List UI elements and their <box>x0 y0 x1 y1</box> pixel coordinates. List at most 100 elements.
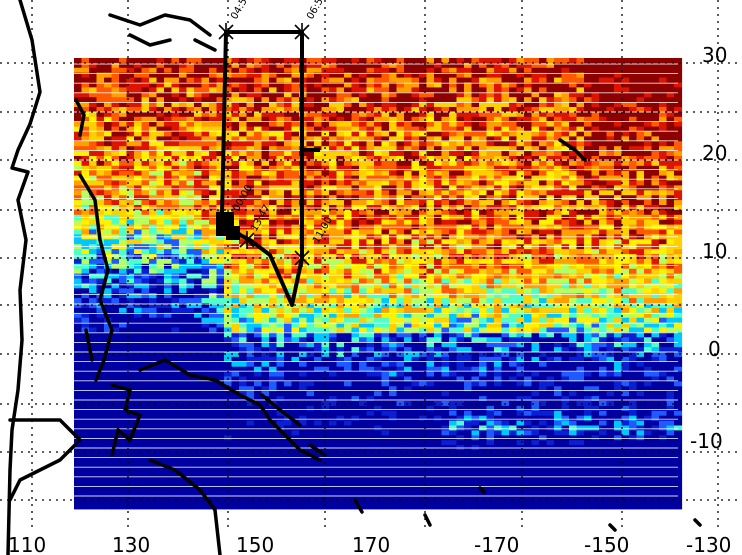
data-cell <box>599 165 608 172</box>
data-cell <box>524 229 533 235</box>
data-cell <box>254 136 263 142</box>
data-cell <box>486 307 495 314</box>
data-cell <box>126 288 135 294</box>
data-cell <box>606 244 615 250</box>
data-cell <box>164 126 173 133</box>
data-cell <box>554 151 563 157</box>
data-cell <box>381 126 390 133</box>
data-cell <box>584 288 593 294</box>
data-cell <box>396 303 405 309</box>
data-cell <box>471 97 480 103</box>
data-cell <box>434 107 443 113</box>
data-cell <box>516 347 525 353</box>
data-cell <box>629 209 638 216</box>
data-cell <box>306 58 315 64</box>
data-cell <box>464 175 473 182</box>
data-cell <box>104 126 113 133</box>
data-cell <box>141 283 150 289</box>
data-cell <box>134 312 143 319</box>
data-cell <box>239 160 248 167</box>
data-cell <box>614 293 623 299</box>
data-cell <box>306 82 315 88</box>
data-cell <box>329 170 338 177</box>
data-cell <box>246 58 255 64</box>
data-cell <box>621 146 630 152</box>
data-cell <box>516 278 525 284</box>
data-cell <box>396 229 405 235</box>
data-cell <box>119 97 128 103</box>
data-cell <box>329 160 338 167</box>
data-cell <box>516 298 525 304</box>
data-cell <box>186 58 195 64</box>
data-cell <box>464 151 473 157</box>
data-cell <box>261 356 270 363</box>
data-cell <box>666 244 675 250</box>
data-cell <box>306 258 315 265</box>
data-cell <box>224 141 233 147</box>
data-cell <box>584 209 593 216</box>
data-cell <box>404 72 413 79</box>
data-cell <box>629 249 638 255</box>
data-cell <box>111 356 120 363</box>
data-cell <box>194 244 203 250</box>
data-cell <box>426 293 435 299</box>
data-cell <box>209 102 218 108</box>
data-cell <box>389 268 398 275</box>
data-cell <box>239 219 248 226</box>
data-cell <box>186 312 195 319</box>
data-cell <box>74 283 83 289</box>
data-cell <box>344 180 353 186</box>
data-cell <box>666 116 675 123</box>
data-cell <box>74 244 83 250</box>
data-cell <box>516 180 525 186</box>
data-cell <box>261 82 270 88</box>
data-cell <box>291 327 300 333</box>
data-cell <box>284 146 293 152</box>
data-cell <box>239 283 248 289</box>
data-cell <box>456 151 465 157</box>
data-cell <box>381 72 390 79</box>
data-cell <box>471 58 480 64</box>
data-cell <box>584 322 593 329</box>
data-cell <box>479 151 488 157</box>
data-cell <box>524 278 533 284</box>
data-cell <box>344 146 353 152</box>
data-cell <box>141 87 150 93</box>
data-cell <box>531 92 540 98</box>
data-cell <box>561 312 570 319</box>
data-cell <box>321 92 330 98</box>
data-cell <box>674 126 683 133</box>
data-cell <box>179 72 188 79</box>
data-cell <box>164 283 173 289</box>
data-cell <box>359 170 368 177</box>
data-cell <box>89 190 98 196</box>
data-cell <box>366 165 375 172</box>
data-cell <box>104 151 113 157</box>
data-cell <box>359 200 368 206</box>
data-cell <box>134 146 143 152</box>
data-cell <box>471 107 480 113</box>
data-cell <box>591 156 600 162</box>
data-cell <box>659 126 668 133</box>
data-cell <box>351 136 360 142</box>
data-cell <box>494 121 503 128</box>
data-cell <box>119 254 128 260</box>
data-cell <box>584 72 593 79</box>
data-cell <box>209 175 218 182</box>
data-cell <box>306 126 315 133</box>
data-cell <box>471 151 480 157</box>
data-cell <box>351 92 360 98</box>
data-cell <box>104 322 113 329</box>
data-cell <box>584 258 593 265</box>
data-cell <box>636 337 645 343</box>
data-cell <box>231 303 240 309</box>
data-cell <box>149 97 158 103</box>
data-cell <box>441 209 450 216</box>
data-cell <box>426 72 435 79</box>
data-cell <box>644 293 653 299</box>
data-cell <box>104 107 113 113</box>
data-cell <box>224 111 233 118</box>
data-cell <box>449 62 458 69</box>
data-cell <box>486 107 495 113</box>
data-cell <box>636 72 645 79</box>
